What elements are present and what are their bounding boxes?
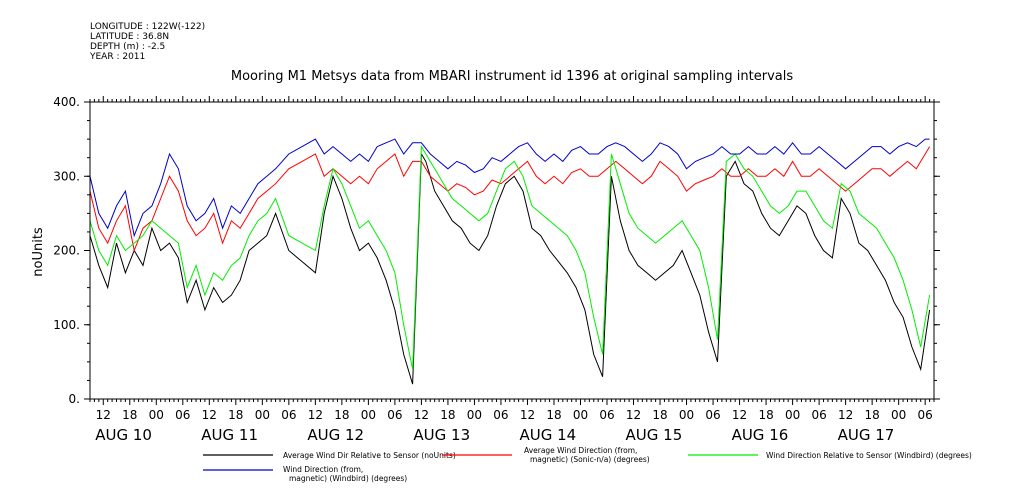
x-tick-label: 00 xyxy=(785,408,800,422)
y-tick-label: 400. xyxy=(53,95,80,109)
x-tick-label: 00 xyxy=(255,408,270,422)
x-tick-label: 00 xyxy=(149,408,164,422)
x-date-label: AUG 11 xyxy=(201,426,258,444)
y-tick-label: 0. xyxy=(69,392,80,406)
x-tick-label: 12 xyxy=(308,408,323,422)
y-tick-label: 300. xyxy=(53,169,80,183)
x-tick-label: 06 xyxy=(705,408,720,422)
series-line-1 xyxy=(89,152,931,385)
series-layer xyxy=(89,138,931,385)
x-tick-label: 06 xyxy=(387,408,402,422)
x-tick-label: 06 xyxy=(493,408,508,422)
x-tick-label: 12 xyxy=(626,408,641,422)
x-tick-label: 18 xyxy=(122,408,137,422)
year-label: YEAR : 2011 xyxy=(90,52,146,62)
x-tick-label: 12 xyxy=(732,408,747,422)
latitude-label: LATITUDE : 36.8N xyxy=(90,32,170,42)
x-tick-label: 06 xyxy=(281,408,296,422)
x-tick-label: 18 xyxy=(758,408,773,422)
x-tick-label: 00 xyxy=(467,408,482,422)
x-date-label: AUG 15 xyxy=(626,426,683,444)
plot-frame xyxy=(89,101,935,400)
legend-label-2: Average Wind Direction (from, xyxy=(524,446,637,455)
x-tick-label: 00 xyxy=(573,408,588,422)
legend-label-2: magnetic) (Sonic-n/a) (degrees) xyxy=(530,455,650,464)
x-tick-label: 06 xyxy=(811,408,826,422)
x-tick-label: 00 xyxy=(679,408,694,422)
x-tick-label: 18 xyxy=(546,408,561,422)
x-tick-label: 12 xyxy=(520,408,535,422)
x-tick-label: 12 xyxy=(838,408,853,422)
legend-label-3: Wind Direction Relative to Sensor (Windb… xyxy=(766,451,972,460)
series-line-3 xyxy=(89,144,931,370)
y-tick-label: 200. xyxy=(53,244,80,258)
x-date-label: AUG 12 xyxy=(307,426,364,444)
x-tick-label: 12 xyxy=(414,408,429,422)
x-tick-label: 12 xyxy=(96,408,111,422)
x-tick-label: 06 xyxy=(175,408,190,422)
x-date-label: AUG 17 xyxy=(838,426,895,444)
x-tick-label: 06 xyxy=(599,408,614,422)
chart-title: Mooring M1 Metsys data from MBARI instru… xyxy=(231,69,793,84)
x-date-label: AUG 16 xyxy=(732,426,789,444)
legend-label-4: Wind Direction (from, xyxy=(283,465,363,474)
x-tick-label: 18 xyxy=(864,408,879,422)
axes-layer: 0. 100. 200. 300. 400. 12 18 00 06 12 18 00 06 12 18 00… xyxy=(53,95,940,444)
x-tick-label: 18 xyxy=(652,408,667,422)
x-tick-label: 12 xyxy=(202,408,217,422)
y-tick-label: 100. xyxy=(53,318,80,332)
x-date-label: AUG 10 xyxy=(95,426,152,444)
legend-label-4: magnetic) (Windbird) (degrees) xyxy=(289,474,407,483)
x-tick-label: 18 xyxy=(334,408,349,422)
depth-label: DEPTH (m) : -2.5 xyxy=(90,42,166,52)
x-tick-label: 18 xyxy=(440,408,455,422)
x-tick-label: 00 xyxy=(361,408,376,422)
x-tick-label: 18 xyxy=(228,408,243,422)
metadata-header: LONGITUDE : 122W(-122) LATITUDE : 36.8N … xyxy=(90,22,205,62)
legend-label-1: Average Wind Dir Relative to Sensor (noU… xyxy=(283,451,456,460)
x-tick-label: 06 xyxy=(918,408,933,422)
series-line-2 xyxy=(89,146,931,253)
legend: Average Wind Dir Relative to Sensor (noU… xyxy=(203,446,972,483)
longitude-label: LONGITUDE : 122W(-122) xyxy=(90,22,206,32)
x-tick-label: 00 xyxy=(891,408,906,422)
x-date-label: AUG 14 xyxy=(519,426,576,444)
x-date-label: AUG 13 xyxy=(413,426,470,444)
y-axis-label: noUnits xyxy=(31,227,46,277)
series-line-4 xyxy=(89,138,930,238)
